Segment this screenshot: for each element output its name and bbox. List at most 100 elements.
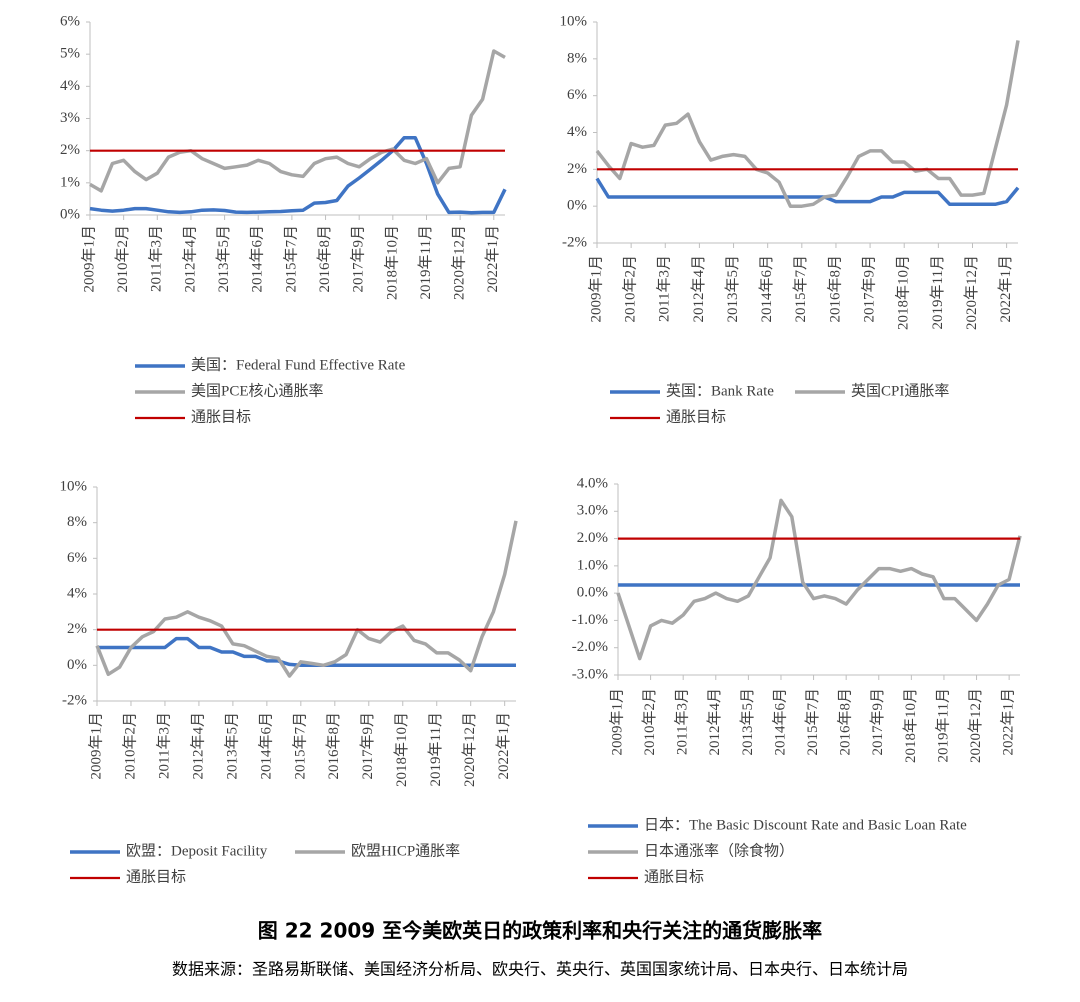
y-tick-label: 0.0% xyxy=(577,585,608,601)
x-tick-label: 2012年4月 xyxy=(189,712,206,780)
x-tick-label: 2010年2月 xyxy=(114,225,131,293)
x-tick-label: 2022年1月 xyxy=(1000,688,1017,756)
x-tick-label: 2014年6月 xyxy=(758,255,775,323)
y-tick-label: 0% xyxy=(567,198,587,214)
x-tick-label: 2009年1月 xyxy=(608,688,625,756)
x-tick-label: 2017年9月 xyxy=(869,688,886,756)
x-tick-label: 2011年3月 xyxy=(656,255,673,322)
y-tick-label: 4% xyxy=(67,585,87,601)
legend-label: 美国：Federal Fund Effective Rate xyxy=(191,356,406,373)
y-tick-label: 5% xyxy=(60,46,80,62)
figure-title: 图 22 2009 至今美欧英日的政策利率和央行关注的通货膨胀率 xyxy=(258,919,822,943)
x-tick-label: 2022年1月 xyxy=(495,712,512,780)
panel: 0% 1% 2% 3% 4% 5% 6% 2009年1月 2010年2月 2011年3月 2012年… xyxy=(60,13,507,425)
x-tick-label: 2019年11月 xyxy=(929,255,946,329)
y-tick-label: -2.0% xyxy=(572,639,608,655)
x-tick-label: 2015年7月 xyxy=(291,712,308,780)
x-tick-label: 2019年11月 xyxy=(417,225,434,299)
legend-label: 欧盟：Deposit Facility xyxy=(126,842,268,859)
x-tick-label: 2014年6月 xyxy=(771,688,788,756)
y-tick-label: 2.0% xyxy=(577,530,608,546)
y-tick-label: 6% xyxy=(567,87,587,103)
x-tick-label: 2020年12月 xyxy=(451,225,468,300)
y-tick-label: 8% xyxy=(67,514,87,530)
x-tick-label: 2015年7月 xyxy=(282,225,299,293)
panel: -2% 0% 2% 4% 6% 8% 10% 2009年1月 2010年2月 2011年3月 201… xyxy=(560,13,1020,425)
x-tick-label: 2015年7月 xyxy=(804,688,821,756)
x-tick-label: 2018年10月 xyxy=(902,688,919,763)
x-tick-label: 2011年3月 xyxy=(155,712,172,779)
x-tick-label: 2009年1月 xyxy=(87,712,104,780)
x-tick-label: 2018年10月 xyxy=(895,255,912,330)
x-tick-label: 2012年4月 xyxy=(706,688,723,756)
legend-label: 日本通涨率（除食物） xyxy=(644,842,794,859)
x-tick-label: 2016年8月 xyxy=(826,255,843,323)
x-tick-label: 2011年3月 xyxy=(674,688,691,755)
legend-label: 通胀目标 xyxy=(666,408,726,425)
series-line xyxy=(89,136,507,215)
series-line xyxy=(595,177,1020,207)
y-tick-label: 1% xyxy=(60,174,80,190)
y-tick-label: 6% xyxy=(60,13,80,29)
panel: -2% 0% 2% 4% 6% 8% 10% 2009年1月 2010年2月 2011年3月 201… xyxy=(60,478,518,885)
legend-label: 英国：Bank Rate xyxy=(666,381,774,399)
series-line xyxy=(95,520,518,678)
legend-label: 英国CPI通胀率 xyxy=(851,381,949,399)
y-tick-label: -2% xyxy=(62,692,87,708)
x-tick-label: 2017年9月 xyxy=(861,255,878,323)
x-tick-label: 2009年1月 xyxy=(587,255,604,323)
y-tick-label: 2% xyxy=(67,621,87,637)
x-tick-label: 2014年6月 xyxy=(257,712,274,780)
x-tick-label: 2013年5月 xyxy=(223,712,240,780)
x-tick-label: 2013年5月 xyxy=(215,225,232,293)
series-line xyxy=(89,49,506,193)
panel: -3.0% -2.0% -1.0% 0.0% 1.0% 2.0% 3.0% 4.0% 2009年… xyxy=(572,475,1022,885)
x-tick-label: 2018年10月 xyxy=(393,712,410,787)
x-tick-label: 2014年6月 xyxy=(249,225,266,293)
y-tick-label: 2% xyxy=(567,161,587,177)
legend-label: 美国PCE核心通胀率 xyxy=(191,382,324,399)
legend-label: 欧盟HICP通胀率 xyxy=(351,842,460,859)
y-tick-label: 0% xyxy=(67,657,87,673)
y-tick-label: 10% xyxy=(60,478,88,494)
x-tick-label: 2020年12月 xyxy=(963,255,980,330)
x-tick-label: 2020年12月 xyxy=(967,688,984,763)
legend-label: 通胀目标 xyxy=(126,868,186,885)
x-tick-label: 2017年9月 xyxy=(359,712,376,780)
series-line xyxy=(595,40,1020,208)
x-tick-label: 2010年2月 xyxy=(641,688,658,756)
x-tick-label: 2010年2月 xyxy=(121,712,138,780)
x-tick-label: 2010年2月 xyxy=(622,255,639,323)
y-tick-label: 8% xyxy=(567,50,587,66)
x-tick-label: 2013年5月 xyxy=(724,255,741,323)
x-tick-label: 2022年1月 xyxy=(997,255,1014,323)
y-tick-label: -2% xyxy=(562,234,587,250)
legend-label: 通胀目标 xyxy=(644,868,704,885)
y-tick-label: 4% xyxy=(567,124,587,140)
series-line xyxy=(97,636,516,668)
y-tick-label: 3.0% xyxy=(577,503,608,519)
x-tick-label: 2022年1月 xyxy=(484,225,501,293)
x-tick-label: 2016年8月 xyxy=(837,688,854,756)
y-tick-label: 2% xyxy=(60,142,80,158)
x-tick-label: 2018年10月 xyxy=(383,225,400,300)
x-tick-label: 2016年8月 xyxy=(316,225,333,293)
x-tick-label: 2009年1月 xyxy=(80,225,97,293)
y-tick-label: -1.0% xyxy=(572,612,608,628)
x-tick-label: 2012年4月 xyxy=(181,225,198,293)
y-tick-label: 4.0% xyxy=(577,475,608,491)
legend-label: 日本：The Basic Discount Rate and Basic Loa… xyxy=(644,816,967,833)
x-tick-label: 2011年3月 xyxy=(148,225,165,292)
y-tick-label: 4% xyxy=(60,78,80,94)
x-tick-label: 2019年11月 xyxy=(427,712,444,786)
x-tick-label: 2015年7月 xyxy=(792,255,809,323)
x-tick-label: 2012年4月 xyxy=(690,255,707,323)
figure-source: 数据来源：圣路易斯联储、美国经济分析局、欧央行、英央行、英国国家统计局、日本央行… xyxy=(172,960,908,979)
series-line xyxy=(616,498,1022,661)
y-tick-label: 10% xyxy=(560,13,588,29)
x-tick-label: 2020年12月 xyxy=(461,712,478,787)
x-tick-label: 2016年8月 xyxy=(325,712,342,780)
x-tick-label: 2013年5月 xyxy=(739,688,756,756)
y-tick-label: -3.0% xyxy=(572,666,608,682)
